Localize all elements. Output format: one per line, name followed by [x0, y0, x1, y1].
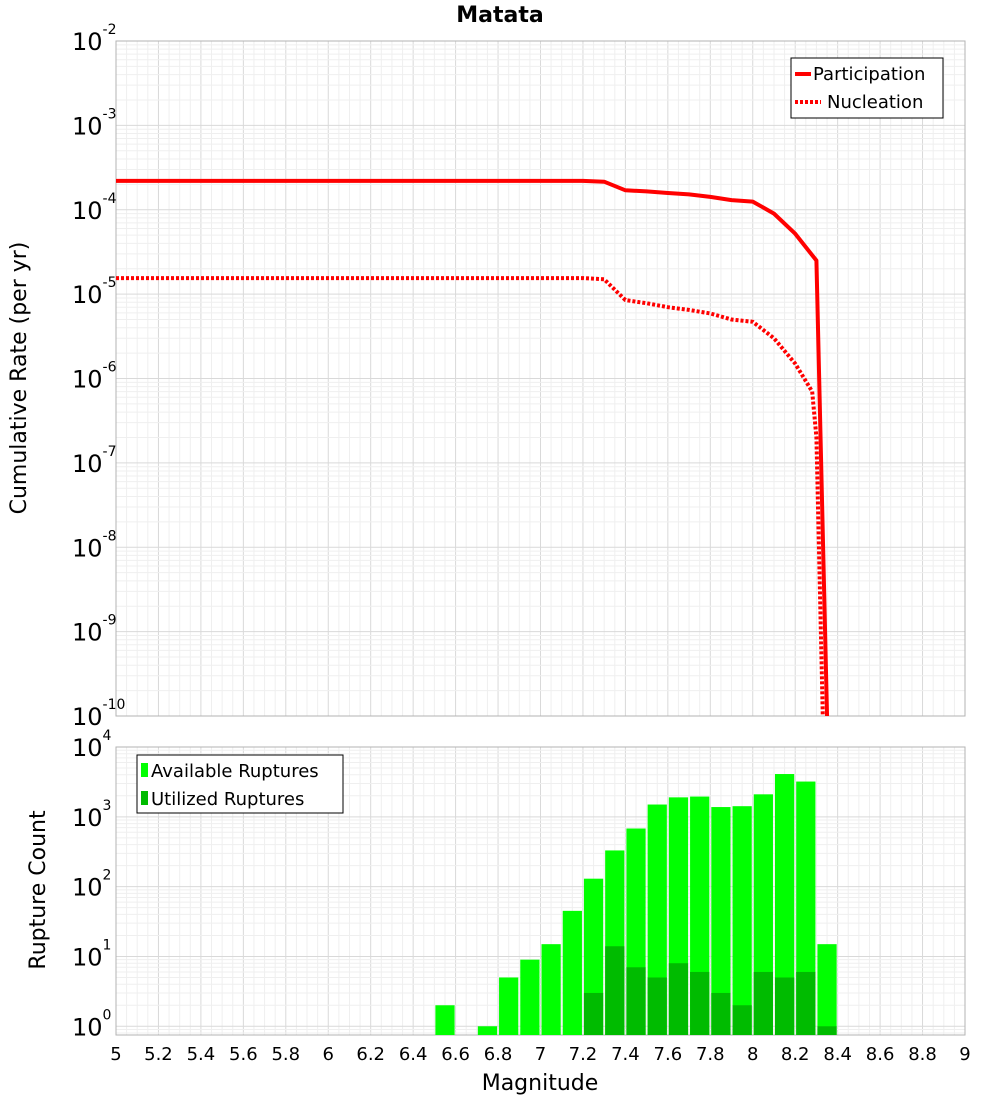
available-rupture-bar [520, 959, 540, 1035]
utilized-rupture-bar [732, 1005, 752, 1035]
top-y-tick-label: 10-5 [72, 275, 117, 309]
bottom-y-tick-exponent: 0 [103, 1007, 112, 1023]
top-y-tick-label: 10-2 [72, 22, 117, 56]
utilized-rupture-bar [796, 971, 816, 1035]
x-tick-labels: 5 5.2 5.4 5.6 5.8 6 6.2 6.4 6.6 6.8 7 7.2 7.4 7.6 7.8 8… [110, 1044, 970, 1065]
available-rupture-bar [562, 910, 582, 1035]
x-tick-label: 5.2 [144, 1044, 173, 1065]
available-rupture-bar [477, 1026, 498, 1035]
top-y-tick-exponent: -10 [103, 697, 126, 713]
top-plot-frame [115, 40, 966, 717]
top-y-tick-exponent: -2 [103, 22, 117, 38]
top-y-tick-exponent: -5 [103, 275, 117, 291]
x-tick-label: 8.4 [823, 1044, 852, 1065]
available-rupture-bar [541, 944, 561, 1035]
x-tick-label: 7.6 [654, 1044, 683, 1065]
top-y-tick-exponent: -4 [103, 191, 117, 207]
bottom-plot-frame [115, 746, 966, 1036]
x-tick-label: 8.8 [908, 1044, 937, 1065]
x-tick-label: 6.6 [441, 1044, 470, 1065]
x-tick-label: 7.2 [569, 1044, 598, 1065]
legend-utilized-swatch [141, 791, 148, 805]
x-tick-label: 6.2 [356, 1044, 385, 1065]
utilized-rupture-bar [626, 967, 646, 1035]
top-y-tick-exponent: -9 [103, 613, 117, 629]
utilized-rupture-bar [583, 992, 604, 1035]
top-y-tick-label: 10-8 [72, 528, 117, 562]
bottom-y-tick-label: 102 [72, 868, 111, 902]
legend-available-label: Available Ruptures [151, 761, 319, 782]
legend-nucleation-label: Nucleation [827, 92, 923, 113]
available-rupture-bar [732, 806, 752, 1035]
chart-title: Matata [456, 3, 543, 28]
x-tick-label: 5.6 [229, 1044, 258, 1065]
top-plot-area: 10-2 10-3 10-4 10-5 10-6 10-7 10-8 10-9 10-10 [72, 22, 966, 731]
top-y-tick-exponent: -3 [103, 106, 117, 122]
x-tick-label: 8.2 [781, 1044, 810, 1065]
legend-utilized-label: Utilized Ruptures [151, 789, 304, 810]
available-rupture-bar [796, 781, 816, 1035]
top-y-axis-label: Cumulative Rate (per yr) [7, 242, 32, 515]
available-rupture-bar [435, 1005, 455, 1035]
available-rupture-bar [711, 807, 731, 1035]
top-y-tick-label: 10-6 [72, 360, 117, 394]
utilized-rupture-bar [817, 1026, 837, 1035]
x-tick-label: 8.6 [866, 1044, 895, 1065]
x-tick-label: 5 [110, 1044, 121, 1065]
series-line-participation [116, 178, 830, 717]
bottom-y-tick-exponent: 3 [103, 798, 112, 814]
x-axis-label: Magnitude [482, 1071, 599, 1096]
x-tick-label: 6.8 [484, 1044, 513, 1065]
x-tick-label: 7 [535, 1044, 546, 1065]
utilized-rupture-bar [753, 971, 773, 1035]
available-rupture-bar [817, 944, 837, 1035]
utilized-rupture-bar [605, 946, 625, 1035]
bottom-y-tick-label: 100 [72, 1007, 111, 1041]
x-tick-label: 5.8 [271, 1044, 300, 1065]
top-y-tick-label: 10-7 [72, 444, 117, 478]
x-tick-label: 6.4 [399, 1044, 428, 1065]
top-y-tick-exponent: -7 [103, 444, 117, 460]
x-tick-label: 7.4 [611, 1044, 640, 1065]
top-y-tick-label: 10-10 [72, 697, 125, 731]
bottom-legend: Available Ruptures Utilized Ruptures [136, 754, 344, 814]
top-y-tick-exponent: -6 [103, 360, 117, 376]
bottom-y-tick-label: 103 [72, 798, 111, 832]
available-rupture-bar [499, 977, 519, 1035]
legend-participation-label: Participation [813, 64, 925, 85]
legend-available-swatch [141, 763, 148, 777]
available-rupture-bar [774, 774, 795, 1035]
bottom-y-axis-label: Rupture Count [26, 810, 51, 970]
x-tick-label: 7.8 [696, 1044, 725, 1065]
bottom-y-tick-label: 104 [72, 728, 112, 762]
available-rupture-bar [647, 804, 667, 1035]
utilized-rupture-bar [690, 971, 710, 1035]
utilized-rupture-bar [711, 992, 731, 1035]
utilized-rupture-bar [647, 977, 667, 1035]
bottom-y-tick-exponent: 4 [103, 728, 112, 744]
x-tick-label: 6 [323, 1044, 334, 1065]
top-y-tick-label: 10-9 [72, 613, 117, 647]
utilized-rupture-bar [668, 963, 689, 1035]
top-legend-box [790, 57, 944, 119]
bottom-y-tick-exponent: 1 [103, 937, 112, 953]
top-y-tick-exponent: -8 [103, 528, 117, 544]
top-y-tick-label: 10-3 [72, 106, 117, 140]
top-y-tick-label: 10-4 [72, 191, 117, 225]
x-tick-label: 5.4 [187, 1044, 216, 1065]
bottom-legend-box [136, 754, 344, 814]
top-legend: Participation Nucleation [790, 57, 944, 119]
x-tick-label: 9 [959, 1044, 970, 1065]
x-tick-label: 8 [747, 1044, 758, 1065]
bottom-y-tick-exponent: 2 [103, 868, 112, 884]
utilized-rupture-bar [774, 977, 795, 1035]
bottom-y-tick-label: 101 [72, 937, 111, 971]
